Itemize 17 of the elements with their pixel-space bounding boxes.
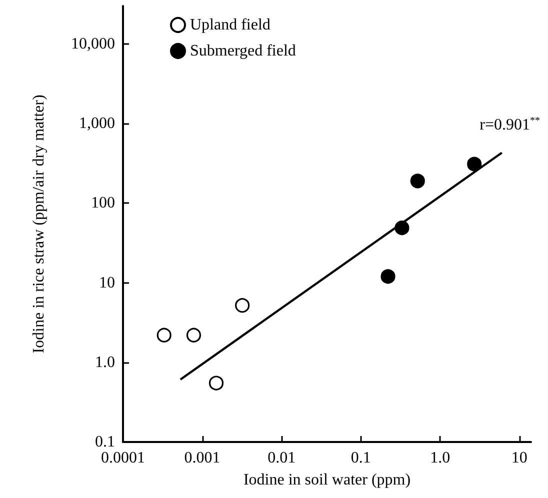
y-tick-label: 0.1 [95,434,115,450]
legend-label: Upland field [190,16,270,34]
y-tick-label: 10 [99,274,115,292]
y-tick-label: 100 [91,194,115,212]
x-tick-label: 0.01 [268,450,296,466]
y-axis-title: Iodine in rice straw (ppm/air dry matter) [30,94,48,354]
y-tick-label: 1.0 [95,354,115,371]
x-tick-label: 0.001 [184,450,220,466]
x-tick-label: 1.0 [430,450,450,466]
legend-label: Submerged field [190,42,296,60]
x-tick-label: 0.1 [350,450,371,466]
y-tick-label: 1,000 [79,115,115,132]
x-tick-label: 10 [511,450,528,466]
y-tick-label: 10,000 [71,35,115,52]
x-axis-title: Iodine in soil water (ppm) [243,472,411,488]
annotation: r=0.901** [480,116,540,134]
x-tick-label: 0.0001 [101,450,145,466]
